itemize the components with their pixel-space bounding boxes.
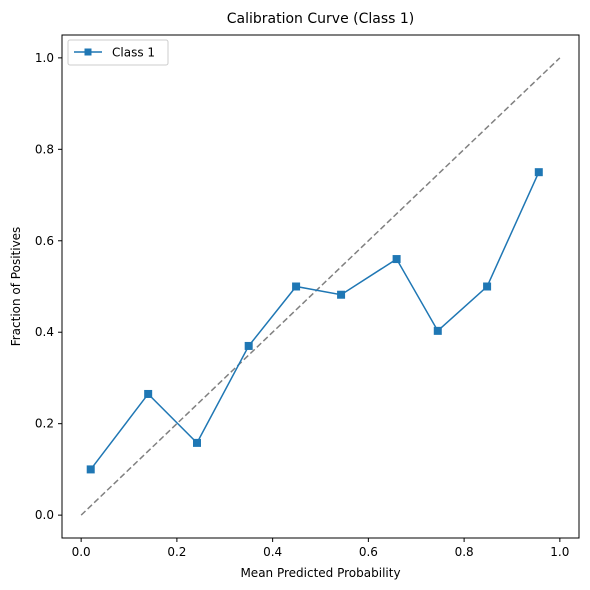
x-tick-label: 0.8 [455, 545, 474, 559]
y-tick-label: 0.6 [35, 234, 54, 248]
data-point [534, 168, 543, 177]
y-axis: 0.0 0.2 0.4 0.6 0.8 1.0 [35, 51, 62, 522]
data-point [433, 326, 442, 335]
chart-title: Calibration Curve (Class 1) [227, 11, 415, 27]
data-point [86, 465, 95, 474]
data-point [337, 290, 346, 299]
data-point [144, 389, 153, 398]
legend: Class 1 [67, 39, 169, 66]
x-tick-label: 0.4 [263, 545, 282, 559]
series-line [90, 171, 540, 470]
y-tick-label: 1.0 [35, 51, 54, 65]
x-axis: 0.0 0.2 0.4 0.6 0.8 1.0 [72, 538, 569, 559]
y-tick-label: 0.4 [35, 325, 54, 339]
y-tick-label: 0.2 [35, 417, 54, 431]
data-point [483, 282, 492, 291]
legend-square-icon [84, 48, 92, 56]
x-tick-label: 0.2 [167, 545, 186, 559]
legend-label-class-1: Class 1 [112, 46, 155, 60]
plot-area [80, 57, 561, 516]
x-axis-label: Mean Predicted Probability [240, 566, 400, 580]
legend-box [67, 39, 169, 66]
data-point [392, 255, 401, 264]
y-axis-label: Fraction of Positives [9, 227, 23, 347]
data-point [292, 282, 301, 291]
data-point [192, 438, 201, 447]
x-tick-label: 0.6 [359, 545, 378, 559]
perfect-calibration-line [80, 57, 561, 516]
x-tick-label: 0.0 [72, 545, 91, 559]
x-tick-label: 1.0 [550, 545, 569, 559]
data-point [244, 341, 253, 350]
plot-frame [61, 34, 580, 539]
y-tick-label: 0.0 [35, 508, 54, 522]
y-tick-label: 0.8 [35, 142, 54, 156]
